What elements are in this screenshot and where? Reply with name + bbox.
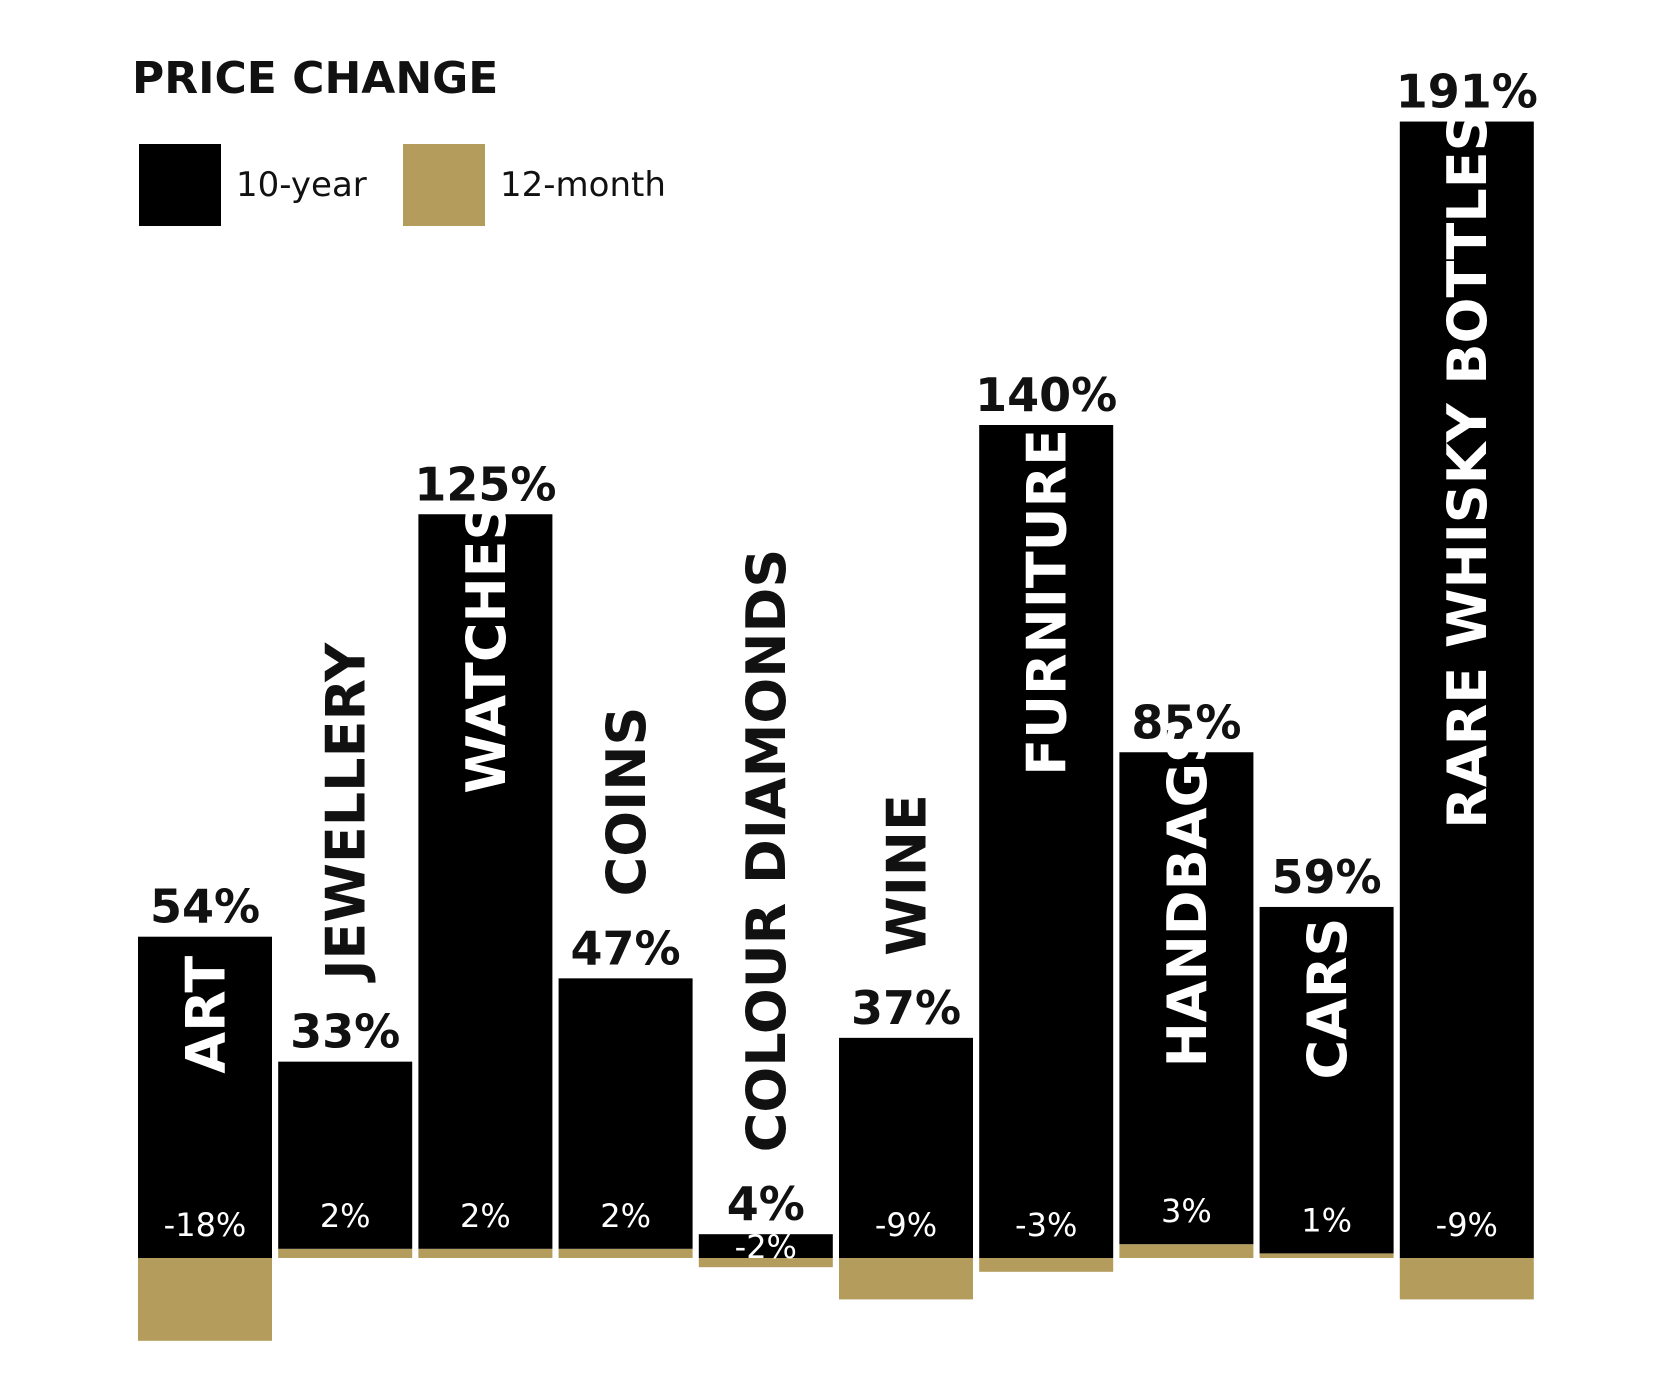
10-year-value-label-jewellery: 33% bbox=[290, 1005, 400, 1059]
12-month-bar-art bbox=[138, 1258, 272, 1341]
category-label-coins: COINS bbox=[595, 707, 658, 897]
legend: 10-year 12-month bbox=[139, 144, 666, 226]
category-label-watches: WATCHES bbox=[455, 502, 518, 794]
category-label-cars: CARS bbox=[1296, 918, 1359, 1080]
12-month-bar-furniture bbox=[979, 1258, 1114, 1272]
12-month-bar-coins bbox=[558, 1248, 693, 1258]
10-year-bar-rare-whisky-bottles bbox=[1399, 121, 1534, 1258]
legend-swatch-12-month bbox=[403, 144, 485, 226]
10-year-bar-wine bbox=[839, 1037, 973, 1258]
12-month-bar-jewellery bbox=[278, 1248, 413, 1258]
12-month-value-label-watches: 2% bbox=[460, 1197, 511, 1235]
legend-label-12-month: 12-month bbox=[500, 165, 666, 205]
legend-swatch-10-year bbox=[139, 144, 221, 226]
category-label-wine: WINE bbox=[875, 794, 938, 956]
10-year-bar-watches bbox=[418, 514, 553, 1249]
category-label-art: ART bbox=[174, 956, 237, 1074]
12-month-bar-rare-whisky-bottles bbox=[1399, 1258, 1534, 1300]
category-label-colour-diamonds: COLOUR DIAMONDS bbox=[735, 549, 798, 1152]
12-month-value-label-art: -18% bbox=[164, 1206, 247, 1244]
12-month-bar-colour-diamonds bbox=[698, 1258, 833, 1268]
10-year-value-label-furniture: 140% bbox=[975, 368, 1117, 422]
10-year-value-label-handbags: 85% bbox=[1131, 695, 1241, 749]
12-month-bar-cars bbox=[1259, 1253, 1394, 1258]
12-month-value-label-jewellery: 2% bbox=[320, 1197, 371, 1235]
category-label-jewellery: JEWELLERY bbox=[315, 642, 378, 984]
category-label-rare-whisky-bottles: RARE WHISKY BOTTLES bbox=[1436, 112, 1499, 828]
10-year-value-label-cars: 59% bbox=[1272, 850, 1382, 904]
10-year-value-label-art: 54% bbox=[150, 880, 260, 934]
12-month-value-label-rare-whisky-bottles: -9% bbox=[1436, 1206, 1498, 1244]
12-month-value-label-wine: -9% bbox=[875, 1206, 937, 1244]
12-month-bar-watches bbox=[418, 1248, 553, 1258]
12-month-value-label-handbags: 3% bbox=[1161, 1192, 1212, 1230]
12-month-value-label-coins: 2% bbox=[600, 1197, 651, 1235]
10-year-bar-art bbox=[138, 936, 272, 1258]
10-year-value-label-rare-whisky-bottles: 191% bbox=[1396, 65, 1538, 119]
10-year-value-label-colour-diamonds: 4% bbox=[727, 1177, 805, 1231]
bars-group: 54% -18% ART 33% 2% JEWELLERY 125% 2% WATCHES 47%… bbox=[138, 65, 1538, 1341]
chart-title: PRICE CHANGE bbox=[132, 53, 498, 104]
12-month-value-label-cars: 1% bbox=[1301, 1201, 1352, 1239]
category-label-furniture: FURNITURE bbox=[1016, 429, 1079, 776]
12-month-bar-handbags bbox=[1119, 1244, 1254, 1258]
10-year-value-label-watches: 125% bbox=[414, 457, 556, 511]
10-year-bar-cars bbox=[1259, 906, 1394, 1254]
10-year-bar-coins bbox=[558, 978, 693, 1249]
category-label-handbags: HANDBAGS bbox=[1156, 724, 1219, 1067]
12-month-value-label-colour-diamonds: -2% bbox=[735, 1228, 797, 1266]
10-year-bar-furniture bbox=[979, 425, 1114, 1258]
10-year-bar-jewellery bbox=[278, 1061, 413, 1249]
12-month-value-label-furniture: -3% bbox=[1015, 1206, 1077, 1244]
legend-label-10-year: 10-year bbox=[236, 165, 367, 205]
10-year-bar-handbags bbox=[1119, 752, 1254, 1245]
12-month-bar-wine bbox=[839, 1258, 973, 1300]
10-year-value-label-wine: 37% bbox=[851, 981, 961, 1035]
10-year-bar-colour-diamonds bbox=[698, 1234, 833, 1258]
10-year-value-label-coins: 47% bbox=[571, 921, 681, 975]
